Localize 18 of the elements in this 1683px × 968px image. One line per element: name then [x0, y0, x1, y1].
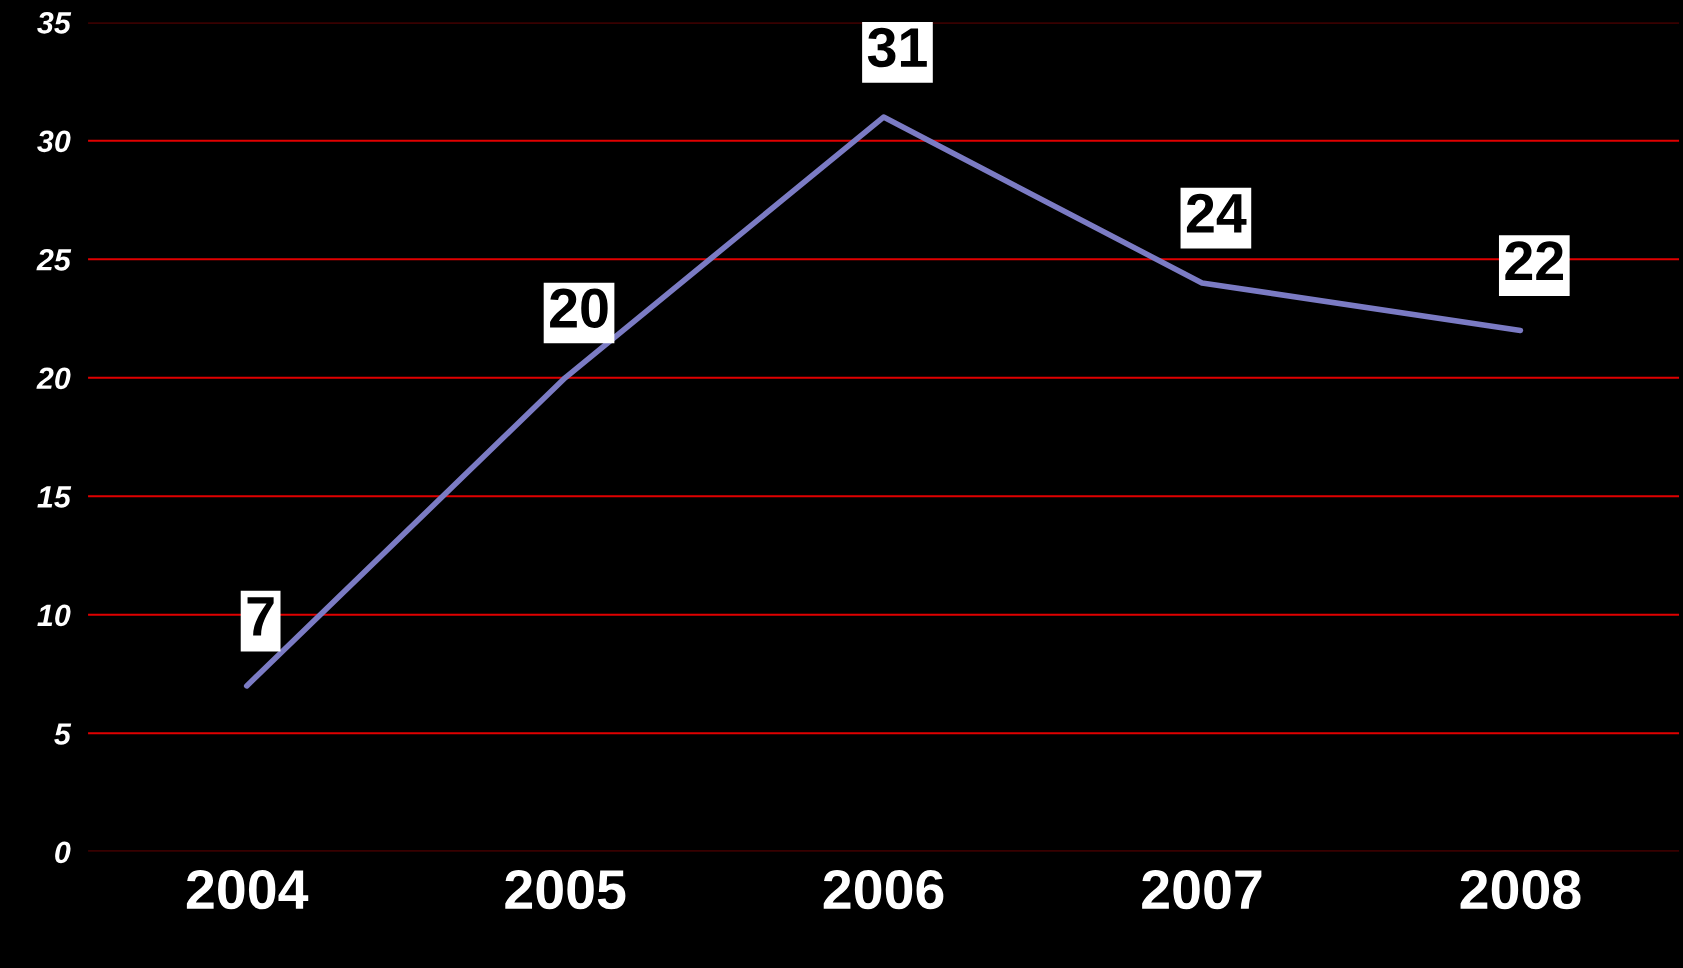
- y-tick-label: 10: [37, 604, 71, 627]
- x-tick-label: 2005: [505, 869, 626, 910]
- data-label: 20: [550, 288, 608, 328]
- x-tick-label: 2008: [1460, 869, 1581, 910]
- data-label: 31: [867, 27, 927, 68]
- y-tick-label: 0: [55, 841, 71, 864]
- data-label: 22: [1505, 241, 1563, 280]
- data-label: 24: [1186, 193, 1247, 233]
- y-tick-label: 25: [36, 249, 72, 271]
- x-tick-label: 2004: [186, 869, 309, 910]
- y-tick-label: 20: [36, 367, 71, 390]
- data-label: 7: [247, 597, 274, 636]
- x-tick-label: 2006: [823, 869, 944, 910]
- y-tick-label: 15: [37, 486, 72, 508]
- y-tick-label: 30: [37, 130, 71, 153]
- y-tick-label: 5: [54, 723, 72, 745]
- y-tick-label: 35: [37, 12, 72, 34]
- x-tick-label: 2007: [1142, 869, 1262, 910]
